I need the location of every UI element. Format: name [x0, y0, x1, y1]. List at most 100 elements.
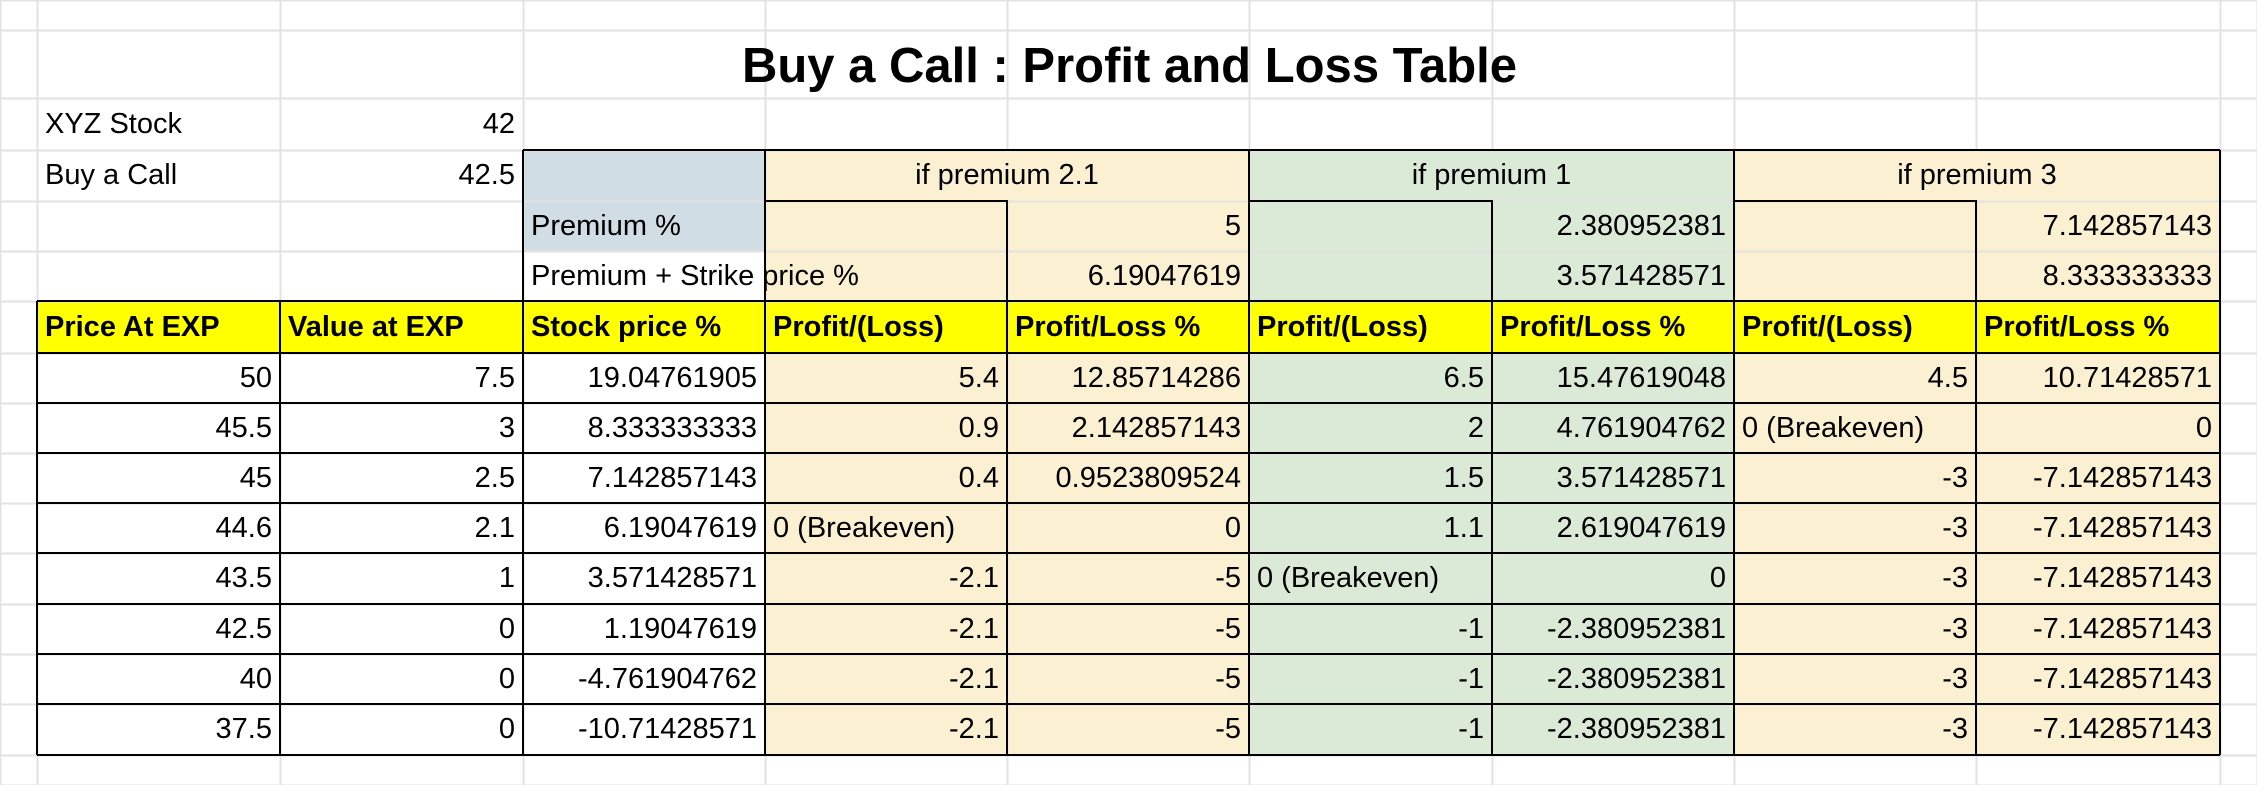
table-cell[interactable]: 4.5	[1927, 361, 1968, 394]
table-cell[interactable]: 3.571428571	[1556, 461, 1726, 494]
premium-pct-value[interactable]: 5	[1224, 209, 1241, 242]
column-header[interactable]: Price At EXP	[45, 310, 220, 343]
premium-strike-value[interactable]: 3.571428571	[1556, 259, 1726, 292]
table-cell[interactable]: 1.5	[1443, 461, 1484, 494]
premium-header[interactable]: if premium 2.1	[915, 159, 1099, 191]
table-cell[interactable]: -3	[1942, 511, 1968, 544]
table-cell[interactable]: 44.6	[215, 511, 272, 544]
table-cell[interactable]: -5	[1215, 562, 1241, 594]
table-cell[interactable]: 10.71428571	[2042, 361, 2212, 394]
table-cell[interactable]: 2.619047619	[1556, 511, 1726, 544]
column-header[interactable]: Profit/Loss %	[1984, 310, 2170, 343]
table-cell[interactable]: 1.1	[1443, 511, 1484, 544]
table-cell[interactable]: 0	[1224, 511, 1241, 544]
table-cell[interactable]: 45	[239, 461, 272, 494]
table-cell[interactable]: 4.761904762	[1556, 411, 1726, 444]
table-cell[interactable]: -7.142857143	[2033, 662, 2212, 695]
table-cell[interactable]: 43.5	[215, 562, 272, 594]
input-value[interactable]: 42	[482, 107, 515, 140]
premium-strike-value[interactable]: 8.333333333	[2042, 259, 2212, 292]
table-cell[interactable]: 0.9523809524	[1055, 461, 1241, 494]
table-cell[interactable]: 0	[498, 612, 515, 645]
column-header[interactable]: Stock price %	[531, 310, 722, 343]
table-cell[interactable]: 6.19047619	[603, 511, 757, 544]
table-cell[interactable]: -1	[1458, 662, 1484, 695]
table-cell[interactable]: -3	[1942, 562, 1968, 594]
premium-strike-value[interactable]: 6.19047619	[1087, 259, 1241, 292]
premium-strike-label[interactable]: Premium + Strike price %	[531, 259, 859, 292]
table-cell[interactable]: -2.1	[949, 562, 999, 594]
premium-pct-value[interactable]: 7.142857143	[2042, 209, 2212, 242]
input-value[interactable]: 42.5	[458, 159, 515, 191]
table-cell[interactable]: 7.142857143	[587, 461, 757, 494]
table-cell[interactable]: 2	[1467, 411, 1484, 444]
table-cell[interactable]: 3.571428571	[587, 562, 757, 594]
table-cell[interactable]: -2.1	[949, 662, 999, 695]
table-cell[interactable]: -2.1	[949, 612, 999, 645]
premium-header[interactable]: if premium 3	[1897, 159, 2057, 191]
table-cell[interactable]: 0.9	[958, 411, 999, 444]
table-cell[interactable]: -3	[1942, 713, 1968, 745]
table-cell[interactable]: 0	[2195, 411, 2212, 444]
table-cell[interactable]: 40	[239, 662, 272, 695]
column-header[interactable]: Profit/(Loss)	[773, 310, 944, 343]
table-cell[interactable]: 1.19047619	[603, 612, 757, 645]
table-cell[interactable]: -2.1	[949, 713, 999, 745]
column-header[interactable]: Value at EXP	[288, 310, 464, 343]
table-cell[interactable]: -10.71428571	[578, 713, 757, 745]
table-cell[interactable]: 0.4	[958, 461, 999, 494]
table-cell[interactable]: -5	[1215, 713, 1241, 745]
column-header[interactable]: Profit/(Loss)	[1257, 310, 1428, 343]
table-cell[interactable]: 0 (Breakeven)	[773, 511, 956, 544]
sheet-title[interactable]: Buy a Call : Profit and Loss Table	[741, 39, 1518, 93]
table-cell[interactable]: -3	[1942, 612, 1968, 645]
column-header[interactable]: Profit/Loss %	[1500, 310, 1686, 343]
table-cell[interactable]: -1	[1458, 713, 1484, 745]
table-cell[interactable]: -3	[1942, 461, 1968, 494]
table-cell[interactable]: 19.04761905	[587, 361, 757, 394]
table-cell[interactable]: 50	[239, 361, 272, 394]
premium-pct-label[interactable]: Premium %	[531, 209, 681, 242]
table-cell[interactable]: 0	[1709, 562, 1726, 594]
table-cell[interactable]: 0	[498, 662, 515, 695]
table-cell[interactable]: 0 (Breakeven)	[1742, 411, 1925, 444]
table-cell[interactable]: 7.5	[474, 361, 515, 394]
table-cell[interactable]: 37.5	[215, 713, 272, 745]
table-cell[interactable]: -7.142857143	[2033, 612, 2212, 645]
table-cell[interactable]: 12.85714286	[1071, 361, 1241, 394]
table-cell[interactable]: 42.5	[215, 612, 272, 645]
table-cell[interactable]: 6.5	[1443, 361, 1484, 394]
table-cell[interactable]: 0	[498, 713, 515, 745]
input-label[interactable]: XYZ Stock	[45, 107, 182, 140]
table-cell[interactable]: -4.761904762	[578, 662, 757, 695]
table-cell[interactable]: 2.142857143	[1071, 411, 1241, 444]
table-cell[interactable]: -2.380952381	[1547, 713, 1726, 745]
input-label[interactable]: Buy a Call	[45, 159, 178, 191]
table-cell[interactable]: -5	[1215, 662, 1241, 695]
table-cell[interactable]: -5	[1215, 612, 1241, 645]
table-cell[interactable]: 5.4	[958, 361, 999, 394]
table-cell[interactable]: 1	[498, 562, 515, 594]
table-cell[interactable]: -2.380952381	[1547, 612, 1726, 645]
table-cell[interactable]: -7.142857143	[2033, 511, 2212, 544]
group-fill	[1249, 353, 1492, 403]
table-cell[interactable]: 3	[498, 411, 515, 444]
table-cell[interactable]: 8.333333333	[587, 411, 757, 444]
table-cell[interactable]: -1	[1458, 612, 1484, 645]
table-cell[interactable]: -7.142857143	[2033, 713, 2212, 745]
table-cell[interactable]: 45.5	[215, 411, 272, 444]
column-header[interactable]: Profit/Loss %	[1015, 310, 1201, 343]
table-cell[interactable]: 0 (Breakeven)	[1257, 562, 1440, 594]
table-cell[interactable]: -3	[1942, 662, 1968, 695]
table-cell[interactable]: 2.5	[474, 461, 515, 494]
group-fill	[1249, 654, 1492, 704]
table-cell[interactable]: -7.142857143	[2033, 461, 2212, 494]
table-cell[interactable]: -2.380952381	[1547, 662, 1726, 695]
group-fill	[1007, 704, 1249, 755]
premium-pct-value[interactable]: 2.380952381	[1556, 209, 1726, 242]
premium-header[interactable]: if premium 1	[1411, 159, 1572, 191]
column-header[interactable]: Profit/(Loss)	[1742, 310, 1913, 343]
table-cell[interactable]: 2.1	[474, 511, 515, 544]
table-cell[interactable]: -7.142857143	[2033, 562, 2212, 594]
table-cell[interactable]: 15.47619048	[1556, 361, 1726, 394]
